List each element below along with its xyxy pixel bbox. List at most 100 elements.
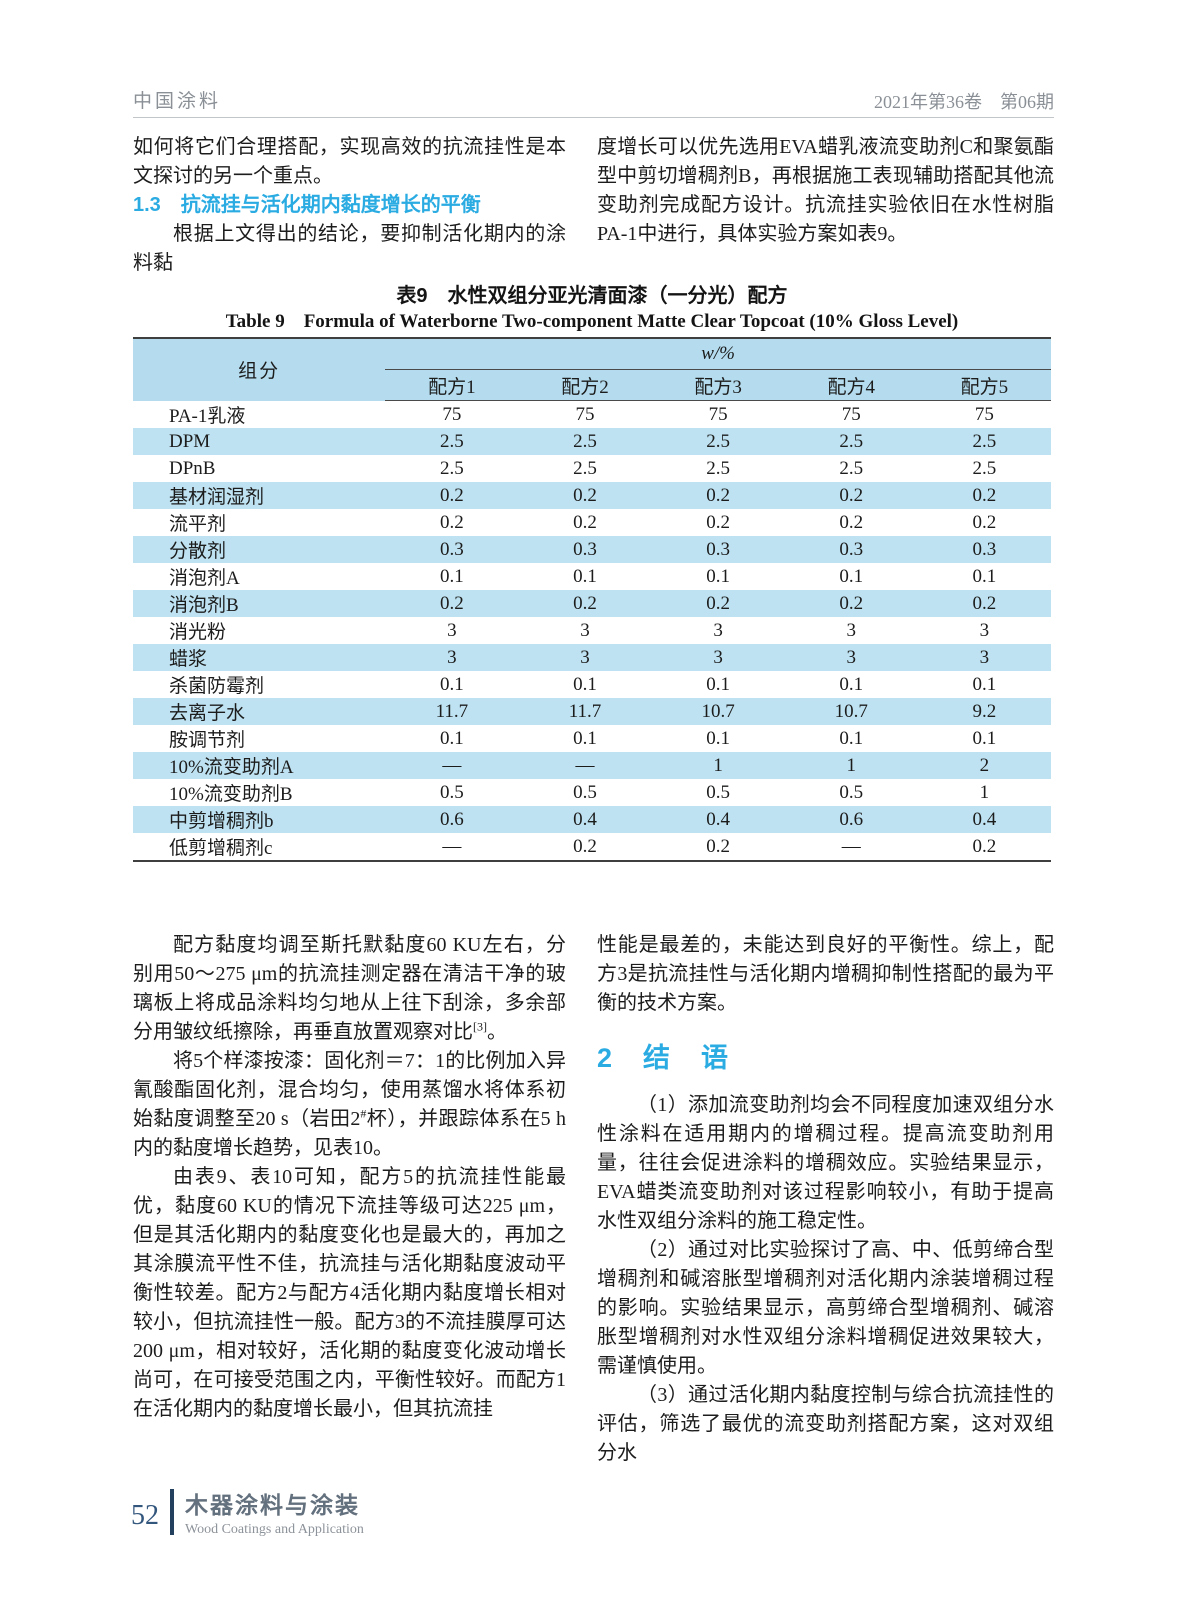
component-name-cell: 流平剂: [169, 514, 227, 535]
table-row: 去离子水 11.7 11.7 10.7 10.7 9.2: [133, 698, 1051, 725]
paragraph: 根据上文得出的结论，要抑制活化期内的涂料黏: [133, 223, 566, 274]
column-header-formula-2: 配方2: [518, 369, 652, 401]
table-row: 胺调节剂 0.1 0.1 0.1 0.1 0.1: [133, 725, 1051, 752]
paragraph: 由表9、表10可知，配方5的抗流挂性能最优，黏度60 KU的情况下流挂等级可达2…: [133, 1166, 566, 1420]
column-span-header-w-percent: w/%: [385, 338, 1051, 370]
paragraph-text: 杯），并跟踪体系在5 h内的黏度增长趋势，见表10。: [133, 1108, 566, 1159]
paragraph: 配方黏度均调至斯托默黏度60 KU左右，分别用50～275 μm的抗流挂测定器在…: [133, 931, 566, 1047]
value-cell-formula-1: 3: [447, 619, 457, 641]
value-cell-formula-2: 0.1: [573, 673, 597, 695]
value-cell-formula-5: 9.2: [917, 698, 1051, 725]
value-cell-formula-1: 0.6: [385, 806, 519, 833]
top-left-column: 如何将它们合理搭配，实现高效的抗流挂性是本文探讨的另一个重点。 1.3 抗流挂与…: [133, 133, 566, 278]
value-cell-formula-5: 3: [917, 644, 1051, 671]
table-row: 流平剂 0.2 0.2 0.2 0.2 0.2: [133, 509, 1051, 536]
value-cell-formula-5: 2: [917, 752, 1051, 779]
top-right-column: 度增长可以优先选用EVA蜡乳液流变助剂C和聚氨酯型中剪切增稠剂B，再根据施工表现…: [597, 133, 1054, 249]
value-cell-formula-5: 75: [974, 403, 994, 425]
value-cell-formula-3: 2.5: [706, 457, 730, 479]
value-cell-formula-3: 0.2: [651, 590, 785, 617]
value-cell-formula-1: 3: [385, 644, 519, 671]
value-cell-formula-2: 11.7: [518, 698, 652, 725]
citation-superscript: [3]: [473, 1019, 487, 1034]
issue-info: 2021年第36卷 第06期: [874, 92, 1054, 112]
running-head: 中国涂料 2021年第36卷 第06期: [133, 86, 1054, 120]
value-cell-formula-5: 2.5: [917, 428, 1051, 455]
cup-size-superscript: #: [360, 1106, 367, 1121]
value-cell-formula-5: 3: [979, 619, 990, 641]
column-header-formula-3: 配方3: [651, 369, 785, 401]
paragraph-text: 将5个样漆按漆：固化剂＝7：1的比例加入异氰酸酯固化剂，混合均匀，使用蒸馏水将体…: [133, 1050, 566, 1130]
value-cell-formula-2: 0.2: [518, 482, 652, 509]
value-cell-formula-3: 0.4: [651, 806, 785, 833]
table-row: 中剪增稠剂b 0.6 0.4 0.4 0.6 0.4: [133, 806, 1051, 833]
table-row: 基材润湿剂 0.2 0.2 0.2 0.2 0.2: [133, 482, 1051, 509]
value-cell-formula-2: 0.1: [573, 565, 597, 587]
component-name-cell: 消泡剂B: [133, 590, 386, 617]
value-cell-formula-1: —: [385, 752, 519, 779]
value-cell-formula-2: 3: [518, 644, 652, 671]
value-cell-formula-4: 0.1: [839, 565, 864, 587]
value-cell-formula-1: 11.7: [385, 698, 519, 725]
value-cell-formula-2: 75: [575, 403, 595, 425]
component-name-cell: 胺调节剂: [169, 730, 246, 751]
table-row: PA-1乳液 75 75 75 75 75: [133, 401, 1051, 429]
value-cell-formula-3: 75: [708, 403, 728, 425]
component-name-cell: DPnB: [169, 457, 216, 479]
section-heading-1-3: 1.3 抗流挂与活化期内黏度增长的平衡: [133, 194, 481, 216]
formula-table: 组分 w/% 配方1 配方2 配方3 配方4 配方5 PA-1乳液 75 75 …: [133, 337, 1051, 862]
value-cell-formula-3: 3: [651, 644, 785, 671]
paragraph: 如何将它们合理搭配，实现高效的抗流挂性是本文探讨的另一个重点。: [133, 136, 566, 187]
paragraph: 将5个样漆按漆：固化剂＝7：1的比例加入异氰酸酯固化剂，混合均匀，使用蒸馏水将体…: [133, 1047, 566, 1163]
table-row: 消泡剂A 0.1 0.1 0.1 0.1 0.1: [133, 563, 1051, 590]
value-cell-formula-1: 0.1: [439, 565, 464, 587]
value-cell-formula-4: 0.3: [784, 536, 918, 563]
table-title-en: Table 9 Formula of Waterborne Two-compon…: [225, 311, 959, 332]
value-cell-formula-4: 2.5: [839, 457, 864, 479]
value-cell-formula-4: 3: [784, 644, 918, 671]
value-cell-formula-4: 0.2: [784, 482, 918, 509]
value-cell-formula-2: 2.5: [518, 428, 652, 455]
value-cell-formula-4: 3: [846, 619, 857, 641]
page-footer: 52 木器涂料与涂装 Wood Coatings and Application: [131, 1486, 364, 1538]
value-cell-formula-5: 0.2: [972, 511, 997, 533]
value-cell-formula-4: 2.5: [784, 428, 918, 455]
bottom-right-column: 性能是最差的，未能达到良好的平衡性。综上，配方3是抗流挂性与活化期内增稠抑制性搭…: [597, 931, 1054, 1468]
bottom-left-column: 配方黏度均调至斯托默黏度60 KU左右，分别用50～275 μm的抗流挂测定器在…: [133, 931, 566, 1424]
value-cell-formula-5: 0.2: [917, 590, 1051, 617]
column-header-component: 组分: [133, 338, 386, 401]
value-cell-formula-5: 0.2: [917, 482, 1051, 509]
journal-name: 中国涂料: [133, 91, 222, 112]
value-cell-formula-2: 0.4: [518, 806, 652, 833]
value-cell-formula-4: 10.7: [784, 698, 918, 725]
table-row: 10%流变助剂B 0.5 0.5 0.5 0.5 1: [133, 779, 1051, 806]
component-name-cell: DPM: [133, 428, 386, 455]
value-cell-formula-5: 0.1: [972, 727, 997, 749]
column-header-formula-1: 配方1: [385, 369, 519, 401]
paragraph-text: 配方黏度均调至斯托默黏度60 KU左右，分别用50～275 μm的抗流挂测定器在…: [133, 934, 566, 1043]
value-cell-formula-3: 0.2: [651, 482, 785, 509]
value-cell-formula-1: 75: [442, 403, 462, 425]
value-cell-formula-3: 0.2: [706, 511, 730, 533]
value-cell-formula-2: 3: [580, 619, 590, 641]
value-cell-formula-3: 2.5: [651, 428, 785, 455]
value-cell-formula-3: 1: [651, 752, 785, 779]
component-name-cell: 去离子水: [133, 698, 386, 725]
paragraph: 度增长可以优先选用EVA蜡乳液流变助剂C和聚氨酯型中剪切增稠剂B，再根据施工表现…: [597, 136, 1054, 245]
table-row: 低剪增稠剂c — 0.2 0.2 — 0.2: [133, 833, 1051, 861]
column-header-formula-5: 配方5: [917, 369, 1051, 401]
value-cell-formula-2: 0.2: [573, 835, 597, 857]
paragraph: 性能是最差的，未能达到良好的平衡性。综上，配方3是抗流挂性与活化期内增稠抑制性搭…: [597, 934, 1054, 1014]
component-name-cell: PA-1乳液: [169, 405, 246, 427]
paragraph: （3）通过活化期内黏度控制与综合抗流挂性的评估，筛选了最优的流变助剂搭配方案，这…: [597, 1384, 1054, 1464]
value-cell-formula-5: 1: [979, 781, 990, 803]
section-heading-conclusion: 2 结 语: [597, 1043, 731, 1073]
value-cell-formula-4: 0.1: [839, 727, 864, 749]
component-name-cell: 蜡浆: [133, 644, 386, 671]
value-cell-formula-3: 0.1: [706, 727, 730, 749]
footer-journal-block: 木器涂料与涂装 Wood Coatings and Application: [185, 1486, 364, 1538]
value-cell-formula-2: 0.3: [518, 536, 652, 563]
page-number: 52: [131, 1500, 159, 1531]
value-cell-formula-5: 0.3: [917, 536, 1051, 563]
value-cell-formula-1: 0.2: [385, 590, 519, 617]
